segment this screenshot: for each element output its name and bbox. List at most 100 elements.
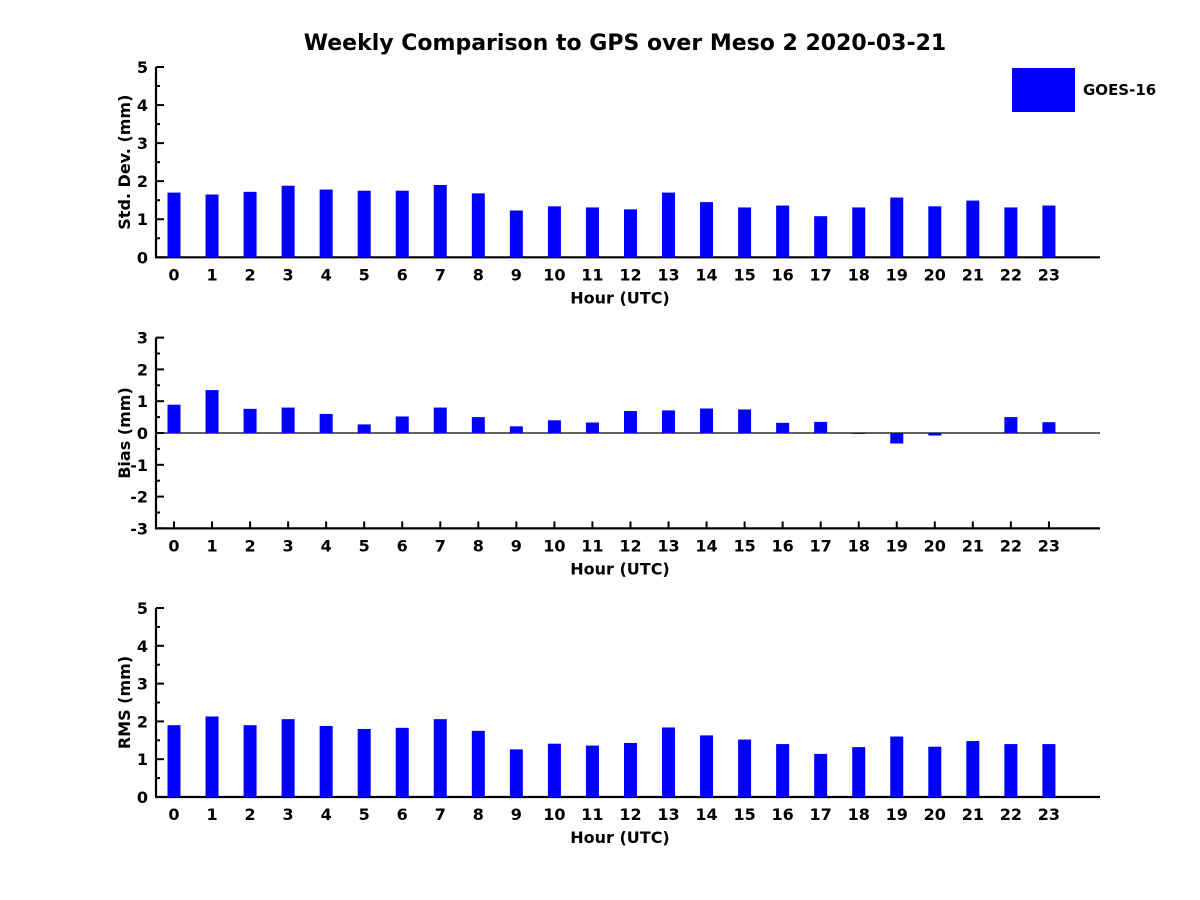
bar-hour-19 <box>890 736 904 797</box>
x-tick-label: 0 <box>168 265 179 284</box>
x-tick-label: 2 <box>245 805 256 824</box>
y-axis: -3 -2 -1 0 1 2 3 <box>130 329 164 538</box>
bar-hour-3 <box>281 185 295 258</box>
x-tick-label: 12 <box>619 805 641 824</box>
y-tick-label: 1 <box>137 750 148 769</box>
bar-hour-2 <box>243 408 257 433</box>
chart-title: Weekly Comparison to GPS over Meso 2 202… <box>303 31 947 56</box>
bars <box>167 716 1056 797</box>
x-tick-label: 0 <box>168 805 179 824</box>
x-tick-label: 9 <box>511 805 522 824</box>
bar-hour-3 <box>281 719 295 797</box>
x-tick-label: 23 <box>1038 536 1060 555</box>
x-tick-label: 11 <box>581 265 603 284</box>
x-tick-label: 3 <box>283 805 294 824</box>
bar-hour-5 <box>357 424 371 433</box>
x-tick-label: 16 <box>772 536 794 555</box>
x-tick-label: 16 <box>772 265 794 284</box>
y-tick-label: 3 <box>137 329 148 348</box>
bar-hour-7 <box>433 184 447 258</box>
x-tick-label: 18 <box>848 805 870 824</box>
y-tick-label: 1 <box>137 210 148 229</box>
bar-hour-18 <box>852 433 866 434</box>
x-tick-label: 21 <box>962 536 984 555</box>
bar-hour-14 <box>700 202 714 258</box>
y-axis: 0 1 2 3 4 5 <box>137 58 164 267</box>
x-tick-label: 14 <box>695 536 717 555</box>
x-tick-label: 17 <box>810 265 832 284</box>
y-axis-label: Std. Dev. (mm) <box>115 95 134 230</box>
x-tick-label: 11 <box>581 805 603 824</box>
x-tick-label: 2 <box>245 536 256 555</box>
y-tick-label: 1 <box>137 392 148 411</box>
x-tick-label: 8 <box>473 805 484 824</box>
x-tick-label: 4 <box>321 265 332 284</box>
bar-hour-17 <box>814 421 828 433</box>
x-tick-label: 15 <box>733 805 755 824</box>
bar-hour-8 <box>471 193 485 258</box>
bar-hour-19 <box>890 197 904 258</box>
y-tick-label: 0 <box>137 424 148 443</box>
x-tick-label: 7 <box>435 805 446 824</box>
x-tick-label: 4 <box>321 536 332 555</box>
bar-hour-11 <box>585 422 599 433</box>
bar-hour-14 <box>700 735 714 797</box>
x-tick-label: 17 <box>810 536 832 555</box>
x-tick-label: 5 <box>359 536 370 555</box>
x-tick-label: 1 <box>206 265 217 284</box>
x-tick-label: 20 <box>924 805 946 824</box>
bar-hour-10 <box>547 420 561 433</box>
x-tick-label: 0 <box>168 536 179 555</box>
bar-hour-12 <box>623 411 637 433</box>
bar-hour-5 <box>357 728 371 797</box>
x-tick-label: 3 <box>283 265 294 284</box>
bar-hour-13 <box>662 727 676 797</box>
x-tick-label: 22 <box>1000 265 1022 284</box>
x-tick-label: 13 <box>657 265 679 284</box>
bar-hour-1 <box>205 194 219 258</box>
x-axis-label: Hour (UTC) <box>570 828 670 847</box>
bar-hour-8 <box>471 730 485 797</box>
x-tick-label: 6 <box>397 536 408 555</box>
bar-hour-0 <box>167 725 181 797</box>
x-tick-label: 22 <box>1000 536 1022 555</box>
x-tick-label: 7 <box>435 536 446 555</box>
x-tick-label: 5 <box>359 805 370 824</box>
x-tick-label: 22 <box>1000 805 1022 824</box>
x-tick-label: 8 <box>473 265 484 284</box>
bar-hour-17 <box>814 216 828 258</box>
x-tick-label: 6 <box>397 805 408 824</box>
bar-hour-11 <box>585 207 599 258</box>
x-tick-label: 20 <box>924 265 946 284</box>
x-tick-label: 16 <box>772 805 794 824</box>
x-tick-label: 6 <box>397 265 408 284</box>
x-tick-labels: 0 1 2 3 4 5 6 7 8 9 10 11 12 13 14 15 16 17 18 19 20 21 22 23 <box>168 536 1060 555</box>
bar-hour-20 <box>928 206 942 258</box>
bar-hour-0 <box>167 404 181 433</box>
x-tick-label: 9 <box>511 536 522 555</box>
bar-hour-9 <box>509 210 523 258</box>
bar-hour-7 <box>433 719 447 797</box>
bar-hour-14 <box>700 408 714 433</box>
bar-hour-9 <box>509 426 523 433</box>
x-tick-label: 15 <box>733 265 755 284</box>
bar-hour-15 <box>738 207 752 258</box>
bar-hour-5 <box>357 190 371 258</box>
bar-hour-20 <box>928 746 942 797</box>
x-tick-label: 4 <box>321 805 332 824</box>
x-tick-label: 14 <box>695 805 717 824</box>
bar-hour-13 <box>662 410 676 433</box>
bar-hour-6 <box>395 190 409 258</box>
x-tick-label: 11 <box>581 536 603 555</box>
bar-hour-1 <box>205 390 219 433</box>
bar-hour-1 <box>205 716 219 797</box>
x-tick-label: 20 <box>924 536 946 555</box>
bar-hour-11 <box>585 745 599 797</box>
x-tick-label: 13 <box>657 536 679 555</box>
bar-hour-22 <box>1004 207 1018 258</box>
bar-hour-22 <box>1004 417 1018 433</box>
bar-hour-15 <box>738 409 752 433</box>
x-tick-label: 13 <box>657 805 679 824</box>
